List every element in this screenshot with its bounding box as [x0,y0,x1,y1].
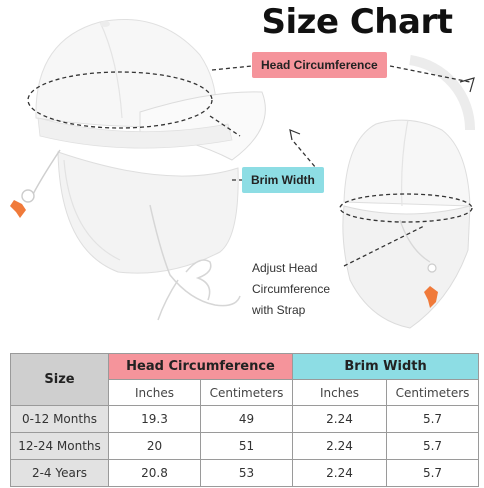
cell-head-in: 20 [108,432,201,460]
table-row: 12-24 Months 20 51 2.24 5.7 [10,432,480,460]
head-group-header: Head Circumference [107,353,294,380]
cell-brim-cm: 5.7 [386,432,480,460]
strap-toggle-icon-back [424,286,438,308]
cell-brim-cm: 5.7 [386,405,480,433]
sub-header: Centimeters [199,379,294,406]
row-size: 2-4 Years [10,459,109,487]
sub-header: Inches [108,379,201,406]
cell-head-cm: 53 [199,459,294,487]
sub-header: Inches [292,379,388,406]
cell-head-cm: 51 [199,432,294,460]
row-size: 0-12 Months [10,405,109,433]
cell-brim-in: 2.24 [292,459,388,487]
hat-front-illustration [10,19,266,321]
cell-head-in: 20.8 [108,459,201,487]
strap-toggle-icon [10,200,26,218]
size-table: Size Head Circumference Brim Width Inche… [10,353,480,487]
table-row: 0-12 Months 19.3 49 2.24 5.7 [10,405,480,433]
table-row: 2-4 Years 20.8 53 2.24 5.7 [10,459,480,487]
page-title: Size Chart [261,2,453,42]
cell-brim-in: 2.24 [292,432,388,460]
adjust-strap-note: Adjust Head Circumference with Strap [252,258,362,321]
brim-group-header: Brim Width [292,353,480,380]
adjust-note-line: with Strap [252,303,306,317]
brim-width-label: Brim Width [242,167,324,193]
head-circumference-label: Head Circumference [252,52,387,78]
cell-brim-cm: 5.7 [386,459,480,487]
cell-brim-in: 2.24 [292,405,388,433]
cell-head-cm: 49 [199,405,294,433]
cell-head-in: 19.3 [108,405,201,433]
sub-header: Centimeters [386,379,480,406]
size-header: Size [10,353,109,406]
row-size: 12-24 Months [10,432,109,460]
hat-back-illustration [342,119,471,329]
hat-illustrations [10,19,476,329]
adjust-note-line: Circumference [252,282,331,296]
adjust-note-line: Adjust Head [252,261,318,275]
